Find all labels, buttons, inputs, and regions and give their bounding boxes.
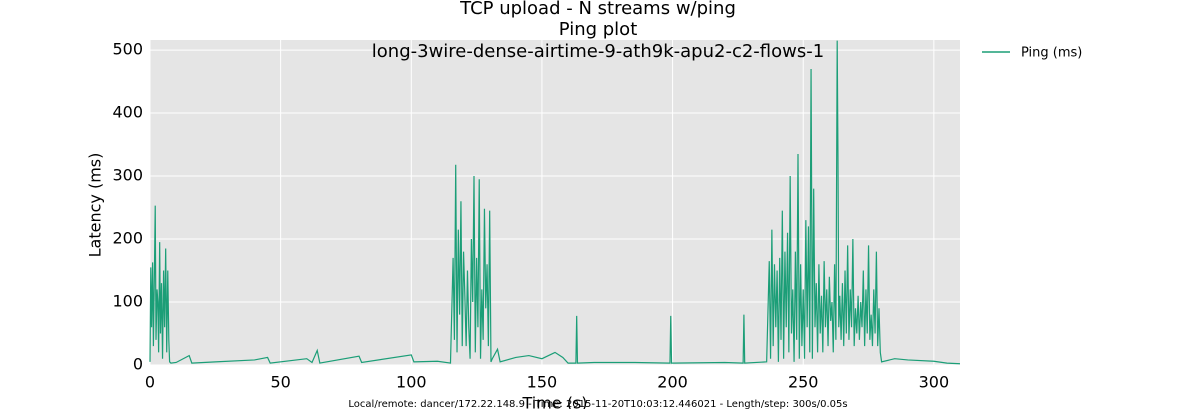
x-tick-label: 200 bbox=[657, 373, 688, 392]
y-tick-label: 400 bbox=[112, 103, 143, 122]
data-line bbox=[149, 40, 961, 365]
y-tick-label: 200 bbox=[112, 229, 143, 248]
y-tick-label: 0 bbox=[133, 355, 143, 374]
x-tick-label: 300 bbox=[919, 373, 950, 392]
x-tick-label: 150 bbox=[527, 373, 558, 392]
x-tick-label: 50 bbox=[270, 373, 290, 392]
y-axis-label: Latency (ms) bbox=[86, 153, 105, 258]
chart-subtitle: Ping plot bbox=[559, 19, 638, 40]
x-tick-label: 250 bbox=[788, 373, 819, 392]
chart-title: TCP upload - N streams w/ping bbox=[459, 0, 736, 19]
legend-label: Ping (ms) bbox=[1021, 46, 1082, 61]
y-tick-label: 100 bbox=[112, 292, 143, 311]
x-tick-label: 100 bbox=[396, 373, 427, 392]
x-axis-label: Time (s) bbox=[521, 394, 587, 410]
footer: Local/remote: dancer/172.22.148.9 - Time… bbox=[348, 399, 847, 409]
y-tick-label: 300 bbox=[112, 166, 143, 185]
x-tick-label: 0 bbox=[145, 373, 155, 392]
chart-subtitle: long-3wire-dense-airtime-9-ath9k-apu2-c2… bbox=[372, 41, 824, 62]
y-tick-label: 500 bbox=[112, 40, 143, 59]
